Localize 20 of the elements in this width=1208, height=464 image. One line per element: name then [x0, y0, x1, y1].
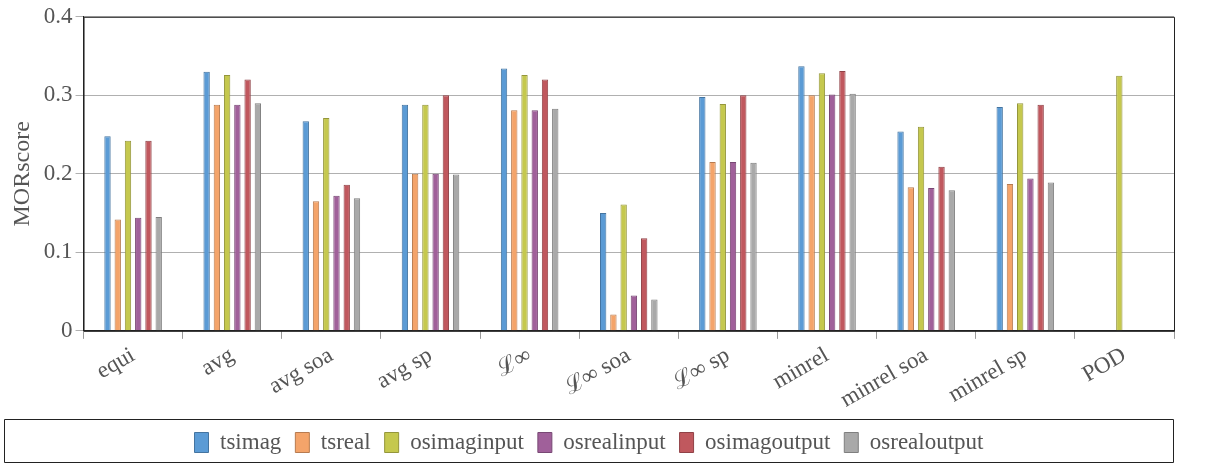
y-tick-label: 0.4: [43, 2, 74, 28]
y-tick-label: 0.2: [43, 159, 73, 185]
x-tick-label: avg: [196, 341, 239, 380]
x-tick-label: ℒ∞ soa: [559, 341, 635, 400]
legend-label: osimagoutput: [705, 428, 831, 454]
legend-label: osrealoutput: [869, 428, 985, 454]
y-tick-label: 0.3: [43, 81, 73, 107]
y-axis-title: MORscore: [7, 121, 34, 227]
x-tick-label: ℒ∞ sp: [667, 341, 734, 395]
x-tick-label: ℒ∞: [492, 341, 536, 382]
legend-label: osrealinput: [563, 428, 667, 454]
legend-label: osimaginput: [410, 428, 525, 454]
y-tick-label: 0: [61, 316, 73, 342]
y-tick-label: 0.1: [43, 238, 73, 264]
x-tick-label: equi: [91, 341, 139, 384]
x-tick-label: avg sp: [372, 341, 437, 394]
legend-label: tsimag: [220, 428, 282, 454]
x-tick-label: POD: [1077, 341, 1130, 387]
x-tick-label: avg soa: [264, 341, 337, 399]
legend-label: tsreal: [320, 428, 371, 454]
